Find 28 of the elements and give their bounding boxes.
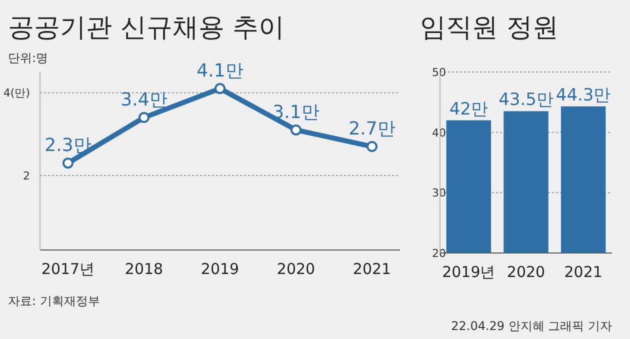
y-tick-label: 4(만) bbox=[3, 86, 30, 100]
x-tick-label: 2018 bbox=[124, 260, 164, 278]
y-tick-label: 2 bbox=[23, 169, 30, 182]
x-tick-label: 2020 bbox=[276, 260, 316, 278]
x-tick-label: 2021 bbox=[352, 260, 392, 278]
chart-title: 임직원 정원 bbox=[420, 13, 558, 43]
x-tick-label: 2019 bbox=[200, 260, 240, 278]
data-label: 44.3만 bbox=[556, 85, 611, 106]
point bbox=[62, 158, 74, 169]
x-tick-label: 2021 bbox=[564, 263, 602, 281]
point bbox=[138, 112, 150, 124]
point bbox=[366, 141, 378, 152]
point bbox=[214, 83, 226, 94]
data-label: 2.7만 bbox=[348, 118, 396, 140]
text: 자료: 기획재정부 bbox=[8, 294, 100, 308]
text: 22.04.29 안지혜 그래픽 기자 bbox=[451, 319, 612, 333]
chart-subtitle: 단위:명 bbox=[8, 51, 48, 65]
data-label: 42만 bbox=[449, 99, 488, 120]
data-label: 3.4만 bbox=[120, 90, 168, 111]
point bbox=[290, 124, 302, 136]
chart-title: 공공기관 신규채용 추이 bbox=[8, 13, 285, 43]
x-tick-label: 2020 bbox=[506, 263, 546, 281]
data-label: 43.5만 bbox=[498, 90, 554, 110]
x-tick-label: 2017년 bbox=[41, 260, 95, 278]
data-label: 3.1만 bbox=[272, 102, 320, 123]
data-label: 4.1만 bbox=[196, 60, 244, 82]
x-tick-label: 2019년 bbox=[442, 263, 496, 281]
y-tick-label: 50 bbox=[432, 66, 446, 79]
